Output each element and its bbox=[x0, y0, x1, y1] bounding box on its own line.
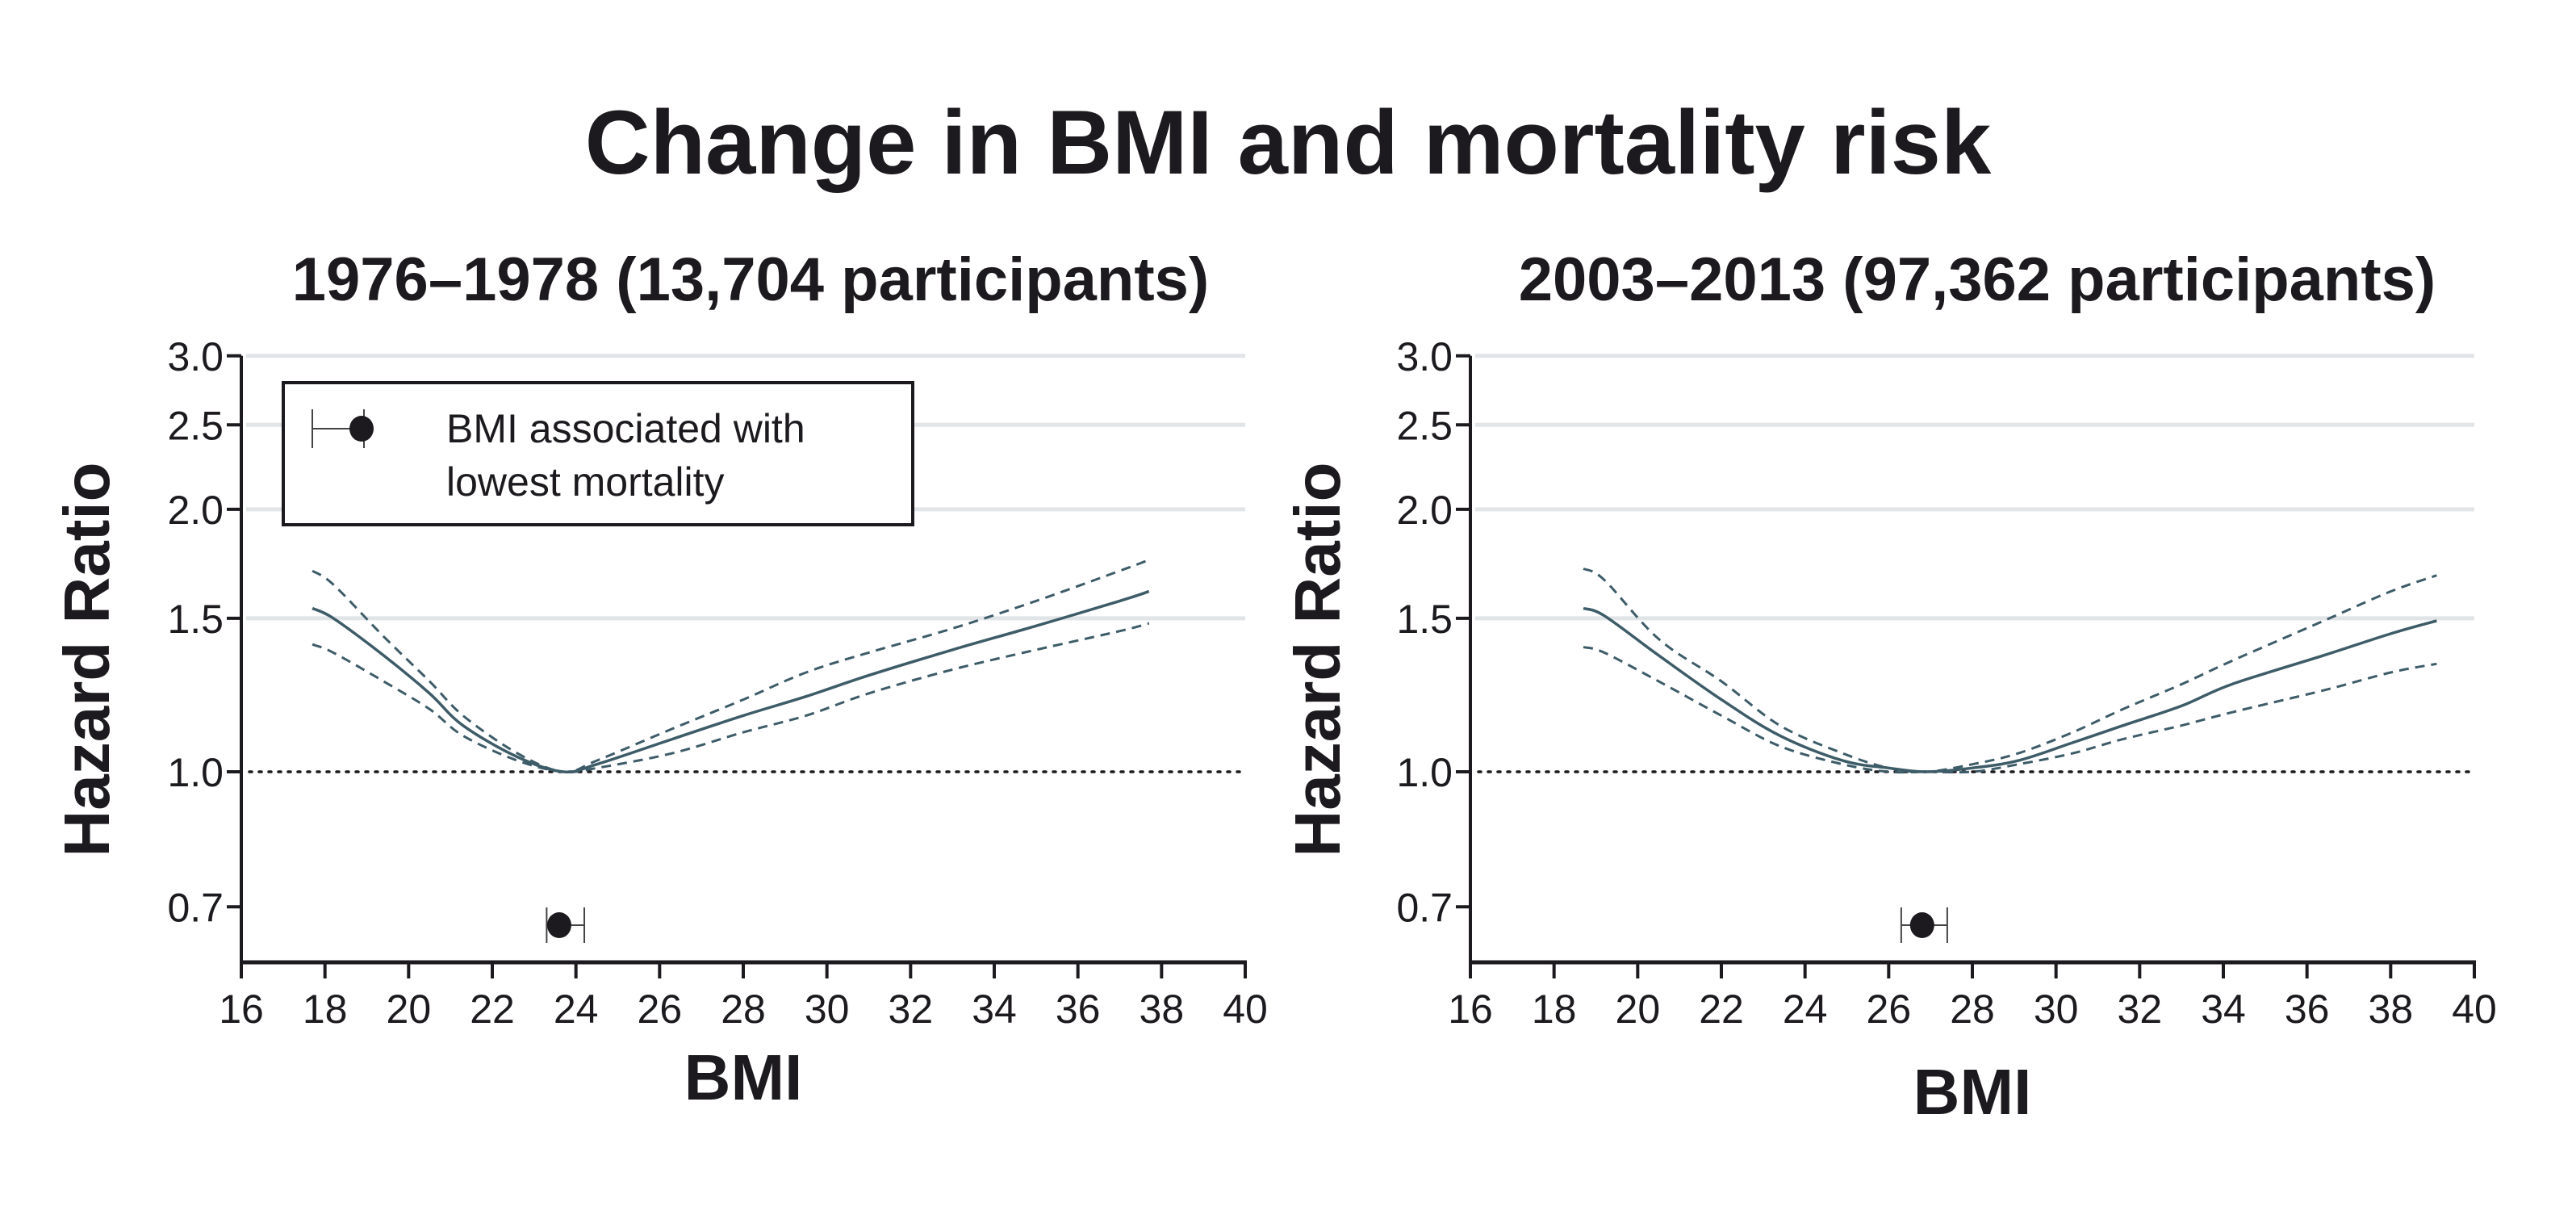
legend-label-line2: lowest mortality bbox=[446, 459, 725, 505]
legend: BMI associated with lowest mortality bbox=[282, 381, 914, 526]
y-tick-label: 3.0 bbox=[167, 334, 224, 379]
x-tick-label: 40 bbox=[1223, 987, 1268, 1032]
y-tick-label: 0.7 bbox=[167, 885, 224, 930]
x-axis-title: BMI bbox=[684, 1041, 803, 1113]
lower-ci-curve bbox=[1583, 646, 2437, 774]
x-tick-label: 38 bbox=[2369, 987, 2414, 1032]
y-tick-label: 1.5 bbox=[1396, 597, 1453, 642]
y-axis-title: Hazard Ratio bbox=[51, 463, 123, 857]
y-tick-label: 1.0 bbox=[1396, 750, 1453, 795]
x-tick-label: 34 bbox=[972, 987, 1017, 1032]
hazard-ratio-curve bbox=[1583, 606, 2437, 773]
x-tick-label: 28 bbox=[1950, 987, 1995, 1032]
hazard-ratio-curve bbox=[312, 589, 1150, 774]
x-tick-label: 20 bbox=[387, 987, 432, 1032]
x-tick-label: 32 bbox=[889, 987, 934, 1032]
y-axis-title: Hazard Ratio bbox=[1282, 463, 1353, 857]
optimum-bmi-marker bbox=[546, 912, 571, 938]
x-tick-label: 32 bbox=[2118, 987, 2163, 1032]
x-tick-label: 16 bbox=[219, 987, 264, 1032]
x-axis-title: BMI bbox=[1913, 1056, 2032, 1128]
x-tick-label: 18 bbox=[1532, 987, 1577, 1032]
x-tick-label: 24 bbox=[1783, 987, 1828, 1032]
legend-box bbox=[282, 381, 914, 526]
lower-ci-curve bbox=[312, 622, 1150, 773]
y-tick-label: 2.0 bbox=[1396, 488, 1453, 533]
x-tick-label: 36 bbox=[1056, 987, 1101, 1032]
y-tick-label: 0.7 bbox=[1396, 885, 1453, 930]
x-tick-label: 36 bbox=[2285, 987, 2330, 1032]
chart-panel-1976-1978: 1976–1978 (13,704 participants) 0.7 1.0 1.5… bbox=[51, 245, 1268, 1113]
x-tick-label: 38 bbox=[1140, 987, 1185, 1032]
x-tick-label: 26 bbox=[638, 987, 683, 1032]
legend-label-line1: BMI associated with bbox=[446, 406, 805, 451]
x-tick-label: 26 bbox=[1867, 987, 1912, 1032]
legend-marker-icon bbox=[312, 409, 374, 448]
y-tick-label: 3.0 bbox=[1396, 334, 1453, 379]
chart-panel-2003-2013: 2003–2013 (97,362 participants) 0.7 1.0 1.5… bbox=[1282, 245, 2497, 1128]
x-tick-label: 22 bbox=[1699, 987, 1744, 1032]
y-tick-label: 2.0 bbox=[167, 488, 224, 533]
x-tick-label: 28 bbox=[721, 987, 766, 1032]
y-tick-label: 1.0 bbox=[167, 750, 224, 795]
x-tick-label: 24 bbox=[554, 987, 599, 1032]
x-tick-label: 16 bbox=[1448, 987, 1493, 1032]
x-tick-label: 30 bbox=[2034, 987, 2079, 1032]
x-tick-label: 18 bbox=[303, 987, 348, 1032]
optimum-bmi-marker bbox=[1909, 912, 1934, 938]
upper-ci-curve bbox=[1583, 568, 2437, 773]
legend-dot bbox=[349, 416, 374, 442]
panel-title: 2003–2013 (97,362 participants) bbox=[1519, 245, 2436, 314]
x-tick-label: 20 bbox=[1616, 987, 1661, 1032]
figure-title: Change in BMI and mortality risk bbox=[585, 92, 1992, 193]
upper-ci-curve bbox=[312, 559, 1150, 773]
x-tick-label: 40 bbox=[2452, 987, 2497, 1032]
x-tick-label: 22 bbox=[470, 987, 515, 1032]
x-tick-label: 34 bbox=[2201, 987, 2246, 1032]
panel-title: 1976–1978 (13,704 participants) bbox=[292, 245, 1209, 314]
y-tick-label: 2.5 bbox=[1396, 403, 1453, 448]
x-tick-label: 30 bbox=[805, 987, 850, 1032]
y-tick-label: 2.5 bbox=[167, 403, 224, 448]
y-tick-label: 1.5 bbox=[167, 597, 224, 642]
